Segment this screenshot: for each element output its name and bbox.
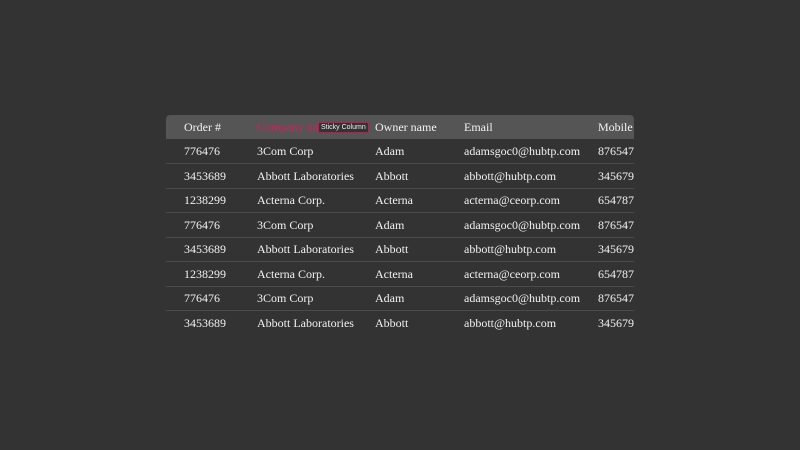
cell-mobile: 65478768 xyxy=(598,193,634,207)
cell-email: adamsgoc0@hubtp.com xyxy=(464,144,581,158)
cell-email: abbott@hubtp.com xyxy=(464,168,557,183)
table-row[interactable]: 3453689 Abbott Laboratories Abbott abbott@h… xyxy=(166,237,634,262)
cell-owner: Abbott xyxy=(375,315,409,330)
cell-email: adamsgoc0@hubtp.com xyxy=(464,217,581,232)
table-row[interactable]: 3453689 Abbott Laboratories Abbott abbott@h… xyxy=(166,311,634,335)
table-row[interactable]: 1238299 Acterna Corp. Acterna acterna@ceorp… xyxy=(166,262,634,287)
cell-mobile: 65478768 xyxy=(598,266,634,281)
cell-owner: Abbott xyxy=(375,168,409,183)
cell-order: 3453689 xyxy=(184,168,226,183)
cell-email: acterna@ceorp.com xyxy=(464,193,560,207)
cell-email: adamsgoc0@hubtp.com xyxy=(464,291,581,305)
cell-company: Abbott Laboratories xyxy=(257,168,354,183)
cell-owner: Acterna xyxy=(375,193,413,207)
cell-mobile: 87654788 xyxy=(598,144,634,158)
cell-company: 3Com Corp xyxy=(257,291,314,305)
cell-email: acterna@ceorp.com xyxy=(464,266,560,281)
cell-mobile: 87654788 xyxy=(598,291,634,305)
cell-owner: Adam xyxy=(375,291,405,305)
cell-company: Abbott Laboratories xyxy=(257,315,354,330)
table-row[interactable]: 776476 3Com Corp Adam adamsgoc0@hubtp.com 87… xyxy=(166,286,634,311)
sticky-column-tooltip: Sticky Column xyxy=(318,122,369,133)
table-header: Order # Company name Owner name Email Mo… xyxy=(166,115,634,139)
cell-email: abbott@hubtp.com xyxy=(464,242,557,256)
header-owner[interactable]: Owner name xyxy=(375,120,437,134)
cell-order: 3453689 xyxy=(184,315,226,330)
data-table: Order # Company name Owner name Email Mo… xyxy=(166,115,634,335)
cell-owner: Adam xyxy=(375,217,405,232)
header-company-sticky[interactable]: Company name xyxy=(257,120,333,134)
table-row[interactable]: 776476 3Com Corp Adam adamsgoc0@hubtp.com 87… xyxy=(166,139,634,164)
cell-owner: Abbott xyxy=(375,242,409,256)
cell-owner: Acterna xyxy=(375,266,413,281)
cell-mobile: 34567901 xyxy=(598,168,634,183)
cell-mobile: 34567901 xyxy=(598,242,634,256)
cell-company: Abbott Laboratories xyxy=(257,242,354,256)
cell-order: 1238299 xyxy=(184,193,226,207)
header-order[interactable]: Order # xyxy=(184,120,221,134)
header-email[interactable]: Email xyxy=(464,120,493,134)
cell-company: 3Com Corp xyxy=(257,217,314,232)
table-row[interactable]: 3453689 Abbott Laboratories Abbott abbott@h… xyxy=(166,164,634,189)
cell-order: 776476 xyxy=(184,144,220,158)
cell-order: 1238299 xyxy=(184,266,226,281)
header-mobile[interactable]: Mobile xyxy=(598,120,633,134)
table-row[interactable]: 776476 3Com Corp Adam adamsgoc0@hubtp.com 87… xyxy=(166,213,634,238)
cell-email: abbott@hubtp.com xyxy=(464,315,557,330)
cell-company: 3Com Corp xyxy=(257,144,314,158)
cell-mobile: 87654788 xyxy=(598,217,634,232)
cell-order: 776476 xyxy=(184,217,220,232)
cell-order: 776476 xyxy=(184,291,220,305)
table-row[interactable]: 1238299 Acterna Corp. Acterna acterna@ceorp… xyxy=(166,188,634,213)
cell-company: Acterna Corp. xyxy=(257,266,325,281)
cell-mobile: 34567901 xyxy=(598,315,634,330)
cell-owner: Adam xyxy=(375,144,405,158)
cell-order: 3453689 xyxy=(184,242,226,256)
cell-company: Acterna Corp. xyxy=(257,193,325,207)
